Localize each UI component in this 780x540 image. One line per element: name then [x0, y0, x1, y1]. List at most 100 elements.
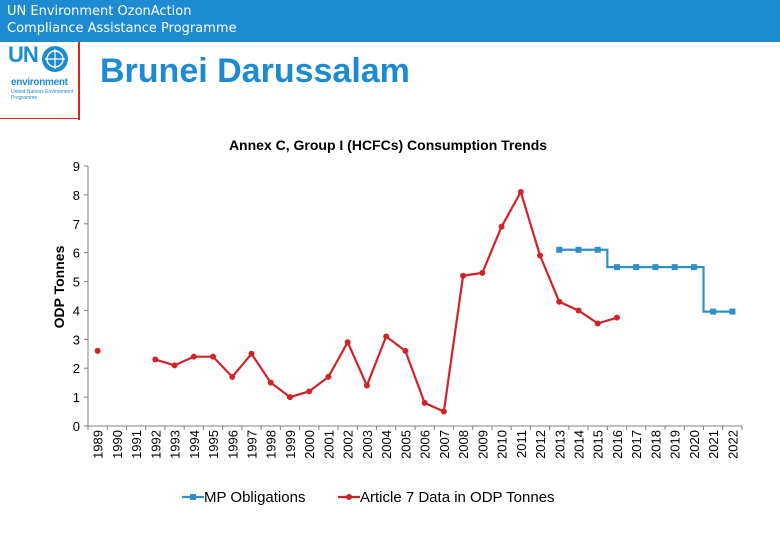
- article-7-point: [498, 223, 505, 230]
- y-tick-label: 7: [73, 217, 80, 232]
- x-tick-label: 2018: [648, 430, 663, 459]
- x-tick-label: 2000: [302, 430, 317, 459]
- article-7-point: [421, 399, 428, 406]
- logo-un-text: UN: [8, 42, 39, 67]
- mp-obligations-point: [633, 264, 640, 271]
- x-tick-label: 2017: [629, 430, 644, 459]
- x-tick-label: 2006: [418, 430, 433, 459]
- y-tick-label: 5: [73, 275, 80, 290]
- x-ticks: 1989 1990 1991 1992 1993 1994 1995 1996 1997 1998…: [87, 426, 743, 459]
- x-tick-label: 2010: [495, 430, 510, 459]
- x-tick-label: 2020: [687, 430, 702, 459]
- y-tick-label: 4: [73, 303, 80, 318]
- mp-obligations-point: [556, 246, 563, 253]
- article-7-point: [344, 339, 351, 346]
- article-7-point: [440, 408, 447, 415]
- article-7-point: [248, 350, 255, 357]
- article-7-point: [229, 373, 236, 380]
- article-7-point: [267, 379, 274, 386]
- x-tick-label: 2011: [514, 430, 529, 458]
- article-7-point: [94, 347, 101, 354]
- x-tick-label: 2005: [398, 430, 413, 459]
- x-tick-label: 2014: [572, 430, 587, 459]
- article-7-point: [210, 353, 217, 360]
- un-emblem-icon: [42, 46, 68, 72]
- x-tick-label: 1994: [187, 430, 202, 459]
- y-tick-label: 6: [73, 246, 80, 261]
- article-7-point: [460, 272, 467, 279]
- country-title: Brunei Darussalam: [100, 52, 410, 90]
- x-tick-label: 1993: [168, 430, 183, 459]
- x-tick-label: 2009: [475, 430, 490, 459]
- article-7-point: [363, 382, 370, 389]
- chart-title: Annex C, Group I (HCFCs) Consumption Tre…: [229, 137, 547, 153]
- y-ticks: 0 1 2 3 4 5 6 7 8 9: [73, 159, 88, 434]
- legend-square-marker: [190, 494, 196, 500]
- x-tick-label: 2013: [552, 430, 567, 459]
- x-tick-label: 1992: [148, 430, 163, 459]
- article-7-point: [594, 320, 601, 327]
- article-7-point: [383, 333, 390, 340]
- header-bar: UN Environment OzonAction Compliance Ass…: [0, 0, 780, 42]
- mp-obligations-point: [594, 246, 601, 253]
- x-tick-label: 1999: [283, 430, 298, 459]
- mp-obligations-point: [671, 264, 678, 271]
- x-tick-label: 1998: [264, 430, 279, 459]
- mp-obligations-point: [652, 264, 659, 271]
- mp-obligations-point: [710, 308, 717, 315]
- x-tick-label: 2022: [725, 430, 740, 459]
- x-tick-label: 1989: [91, 430, 106, 459]
- logo-small-text: United Nations Environment Programme: [11, 89, 74, 101]
- x-tick-label: 1991: [129, 430, 144, 459]
- header-line-1: UN Environment OzonAction: [7, 4, 192, 19]
- x-tick-label: 2012: [533, 430, 548, 459]
- article-7-point: [556, 298, 563, 305]
- y-tick-label: 8: [73, 188, 80, 203]
- article-7-point: [575, 307, 582, 314]
- article-7-point: [537, 252, 544, 259]
- y-tick-label: 0: [73, 419, 80, 434]
- legend-entry: MP Obligations: [182, 489, 305, 506]
- mp-obligations-point: [690, 264, 697, 271]
- mp-obligations-point: [613, 264, 620, 271]
- article-7-point: [190, 353, 197, 360]
- y-tick-label: 3: [73, 332, 80, 347]
- y-axis-label: ODP Tonnes: [51, 245, 67, 328]
- legend-circle-marker: [346, 494, 352, 500]
- y-tick-label: 9: [73, 159, 80, 174]
- article-7-point: [517, 189, 524, 195]
- legend-label: Article 7 Data in ODP Tonnes: [360, 489, 555, 506]
- article-7-point: [325, 373, 332, 380]
- article-7-point: [479, 269, 486, 276]
- x-tick-label: 2021: [706, 430, 721, 459]
- accent-red-bar: [78, 42, 80, 120]
- x-tick-label: 2001: [321, 430, 336, 459]
- article-7-point: [306, 388, 313, 395]
- article-7-line: [155, 189, 618, 414]
- mp-obligations-point: [575, 246, 582, 253]
- mp-obligations-line: [559, 248, 733, 313]
- article-7-point: [286, 394, 293, 401]
- article-7-point: [613, 314, 620, 321]
- un-environment-logo: UN environment United Nations Environmen…: [0, 42, 78, 114]
- x-tick-label: 1997: [245, 430, 260, 459]
- article-7-point: [171, 362, 178, 369]
- x-tick-label: 2003: [360, 430, 375, 459]
- series-layer: [94, 189, 736, 415]
- x-tick-label: 1990: [110, 430, 125, 459]
- header-line-2: Compliance Assistance Programme: [7, 21, 237, 36]
- mp-obligations-point: [729, 308, 736, 315]
- article-7-point: [152, 356, 159, 363]
- x-tick-label: 2008: [456, 430, 471, 459]
- y-tick-label: 2: [73, 361, 80, 376]
- legend-label: MP Obligations: [204, 489, 305, 506]
- accent-red-line: [0, 118, 80, 119]
- x-tick-label: 1995: [206, 430, 221, 459]
- logo-environment-text: environment: [11, 77, 68, 88]
- x-tick-label: 2004: [379, 430, 394, 459]
- legend-entry: Article 7 Data in ODP Tonnes: [338, 489, 555, 506]
- series-article-7-data: [94, 189, 620, 415]
- x-tick-label: 2019: [668, 430, 683, 459]
- legend: MP Obligations Article 7 Data in ODP Tonn…: [182, 489, 555, 506]
- x-tick-label: 2015: [591, 430, 606, 459]
